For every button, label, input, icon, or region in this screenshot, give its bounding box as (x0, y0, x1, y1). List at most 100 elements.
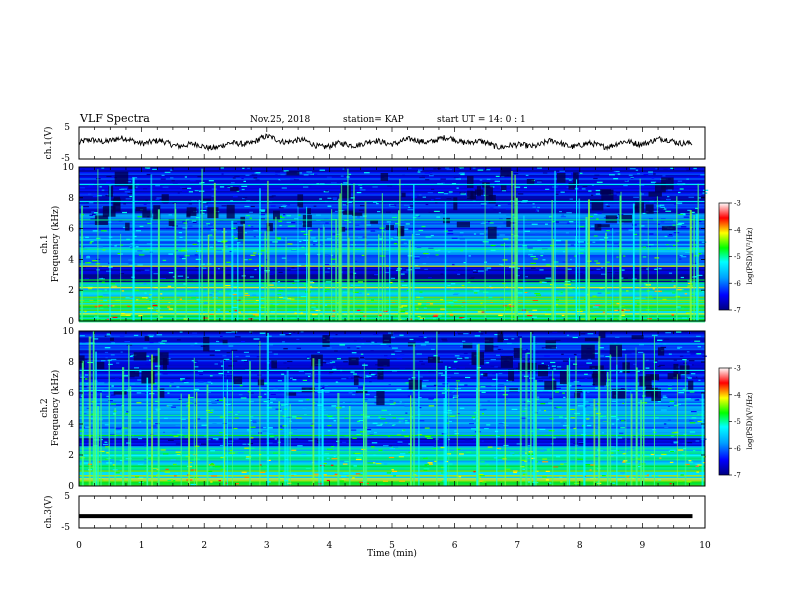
spec1-sferic-streak (695, 213, 698, 321)
spec2-speckle (567, 372, 571, 374)
spec2-speckle (611, 400, 617, 402)
spec2-speckle (183, 382, 189, 384)
spec2-freq-row (79, 449, 705, 452)
spec1-speckle (636, 303, 641, 305)
spec2-speckle (208, 350, 215, 352)
spec2-speckle (218, 372, 224, 375)
spec1-speckle (494, 180, 501, 182)
spec1-emission-line (79, 219, 705, 221)
spec1-speckle (686, 178, 689, 180)
spec1-dark-patch (203, 198, 211, 202)
spec2-freq-row (79, 358, 705, 360)
spec1-speckle (460, 274, 465, 276)
spec2-speckle (139, 421, 142, 423)
spec2-speckle (366, 340, 371, 342)
spec1-speckle (594, 174, 600, 176)
spec2-speckle (526, 391, 532, 394)
spec2-dark-patch (233, 376, 243, 385)
spec2-speckle (333, 420, 337, 422)
spec2-speckle (227, 449, 233, 452)
spec2-speckle (648, 475, 652, 477)
spec2-sferic-streak (180, 393, 182, 486)
spec1-speckle (662, 175, 666, 177)
spec1-speckle (208, 180, 214, 182)
spec2-speckle (680, 474, 684, 476)
spec2-freq-row (79, 452, 705, 455)
spec1-speckle (94, 312, 98, 314)
spec2-speckle (85, 342, 90, 344)
spec1-speckle (219, 268, 226, 270)
spec1-speckle (516, 292, 523, 294)
spec1-speckle (291, 249, 297, 251)
spec2-speckle (655, 417, 659, 419)
spec2-speckle (686, 351, 690, 353)
spec1-speckle (494, 182, 500, 184)
spec2-speckle (180, 378, 185, 380)
spec2-freq-row (79, 342, 705, 344)
spec1-speckle (529, 250, 535, 252)
spec1-speckle (528, 254, 533, 256)
spec2-speckle (454, 355, 460, 357)
spec1-speckle (621, 305, 625, 307)
spec1-speckle (167, 306, 171, 308)
spec2-speckle (209, 354, 215, 356)
spec1-speckle (597, 292, 602, 294)
spec1-speckle (592, 295, 597, 297)
spec1-speckle (435, 202, 438, 204)
spec2-freq-row (79, 387, 705, 389)
spec1-speckle (134, 199, 138, 201)
spec2-dark-patch (158, 388, 165, 398)
spec2-speckle (163, 431, 166, 433)
spec1-speckle (648, 171, 653, 173)
spec1-speckle (652, 210, 659, 212)
spec2-speckle (82, 462, 89, 464)
spec2-dark-patch (322, 335, 330, 347)
spec2-speckle (587, 358, 591, 360)
spec2-speckle (485, 463, 489, 465)
spec2-speckle (651, 334, 658, 336)
spec1-speckle (568, 179, 572, 181)
spec1-speckle (405, 312, 409, 314)
spec1-dark-patch (401, 192, 406, 198)
spec1-sferic-streak (285, 237, 287, 321)
spec2-speckle (414, 473, 417, 475)
spec1-speckle (573, 297, 576, 299)
spec1-sferic-streak (398, 210, 400, 321)
spec1-speckle (237, 311, 241, 313)
spec2-speckle (343, 361, 348, 363)
spec1-speckle (377, 211, 381, 213)
spec1-speckle (592, 306, 599, 308)
spec1-speckle (530, 173, 536, 175)
spec2-speckle (624, 461, 631, 463)
spec2-speckle (194, 360, 198, 362)
spec1-speckle (658, 268, 662, 270)
spec2-speckle (210, 409, 214, 411)
spec2-speckle (239, 385, 243, 387)
spec1-dark-patch (453, 197, 458, 211)
colorbar-tick-label: -7 (734, 472, 741, 480)
spec1-speckle (236, 242, 241, 244)
spec1-speckle (520, 191, 524, 193)
spec1-speckle (668, 234, 673, 236)
spec2-speckle (650, 453, 655, 456)
spec1-speckle (446, 198, 452, 200)
spec1-emission-line (79, 265, 705, 267)
spec2-freq-row (79, 372, 705, 375)
spec2-speckle (219, 444, 224, 447)
spec2-speckle (141, 392, 145, 395)
spec2-speckle (356, 346, 361, 348)
spec2-speckle (169, 350, 173, 352)
spec2-dark-patch (598, 331, 606, 338)
spec1-speckle (313, 205, 317, 207)
spec2-speckle (682, 388, 686, 390)
spec2-speckle (629, 338, 632, 340)
spec2-sferic-streak (630, 393, 633, 486)
spec2-freq-row (79, 457, 705, 460)
spec2-speckle (209, 466, 213, 468)
spec2-speckle (456, 448, 461, 450)
spec2-speckle (502, 338, 509, 341)
spec1-freq-row (79, 299, 705, 302)
spec2-speckle (268, 427, 273, 429)
spec1-speckle (416, 308, 419, 310)
spec2-speckle (673, 442, 678, 444)
